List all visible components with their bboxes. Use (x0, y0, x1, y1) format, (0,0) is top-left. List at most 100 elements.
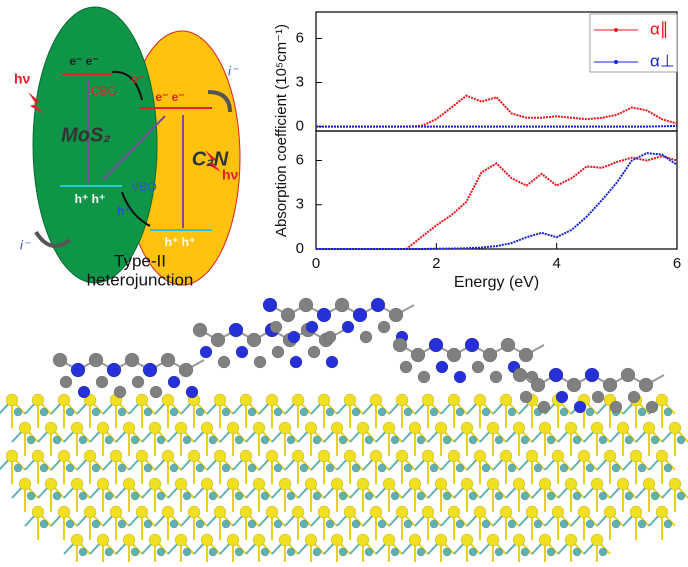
atom (122, 477, 136, 491)
y-tick-label: 0 (296, 240, 304, 257)
atom (96, 421, 110, 435)
atom (182, 435, 192, 445)
atom (44, 421, 58, 435)
atom (57, 449, 71, 463)
atom (471, 360, 485, 374)
atom (39, 407, 49, 417)
atom (278, 533, 292, 547)
atom (369, 393, 383, 407)
atom (473, 505, 487, 519)
atom (447, 449, 461, 463)
atom (52, 491, 62, 501)
atom (356, 421, 370, 435)
lightning (205, 150, 221, 172)
atom (494, 547, 504, 557)
atom (239, 449, 253, 463)
atom (260, 491, 270, 501)
atom (408, 533, 422, 547)
atom (169, 407, 179, 417)
atom (434, 533, 448, 547)
atom (59, 375, 73, 389)
atom (286, 547, 296, 557)
atom (269, 320, 283, 334)
atom (161, 449, 175, 463)
atom (351, 463, 361, 473)
atom (44, 477, 58, 491)
atom (642, 477, 656, 491)
atom (312, 547, 322, 557)
atom (585, 519, 595, 529)
atom (364, 547, 374, 557)
atom (185, 385, 199, 399)
atom (603, 505, 617, 519)
atom (663, 407, 673, 417)
atom (330, 421, 344, 435)
atom (624, 491, 634, 501)
atom (525, 449, 539, 463)
atom (663, 463, 673, 473)
series-line (316, 152, 678, 250)
atom (343, 505, 357, 519)
atom (598, 491, 608, 501)
atom (429, 463, 439, 473)
atom (395, 393, 409, 407)
atom (18, 421, 32, 435)
atom (156, 547, 166, 557)
atom (13, 407, 23, 417)
atom (298, 297, 314, 313)
atom (566, 377, 582, 393)
atom (130, 491, 140, 501)
atom (620, 367, 636, 383)
atom (117, 463, 127, 473)
atom (109, 505, 123, 519)
atom (416, 547, 426, 557)
atom (382, 477, 396, 491)
atom (655, 505, 669, 519)
atom (499, 449, 513, 463)
atom (167, 375, 181, 389)
atom (260, 547, 270, 557)
atom (57, 505, 71, 519)
atom (538, 477, 552, 491)
atom (130, 547, 140, 557)
atom (234, 435, 244, 445)
atom (518, 347, 534, 363)
atom (200, 477, 214, 491)
x-axis-label: Energy (eV) (454, 274, 539, 291)
atom (468, 547, 478, 557)
atom (239, 505, 253, 519)
atom (417, 370, 431, 384)
atom (160, 352, 176, 368)
atom (538, 421, 552, 435)
atom (253, 355, 267, 369)
atom (629, 449, 643, 463)
atom (195, 519, 205, 529)
atom (252, 477, 266, 491)
atom (537, 400, 551, 414)
arrow (102, 115, 166, 181)
atom (446, 347, 462, 363)
atom (676, 491, 686, 501)
y-tick-label: 6 (296, 151, 304, 168)
legend-dot (614, 60, 618, 64)
legend-label: α⊥ (650, 51, 675, 70)
atom (234, 491, 244, 501)
atom (26, 491, 36, 501)
plot-frame (315, 130, 678, 250)
hole: h⁺ (117, 204, 131, 218)
atom (221, 463, 231, 473)
atom (325, 355, 339, 369)
atom (200, 533, 214, 547)
atom (104, 547, 114, 557)
atom (408, 421, 422, 435)
atom (473, 393, 487, 407)
atom (637, 463, 647, 473)
atom (195, 407, 205, 417)
absorption-chart: 0 3 6 Absorption coefficient (10⁵cm⁻¹) α∥ α⊥ 0… (273, 11, 681, 291)
caption: heterojunction (87, 270, 194, 289)
atom (616, 477, 630, 491)
y-tick-label: 3 (296, 196, 304, 213)
atom (5, 393, 19, 407)
vbo-label: VBO (131, 180, 156, 194)
atom (316, 307, 332, 323)
